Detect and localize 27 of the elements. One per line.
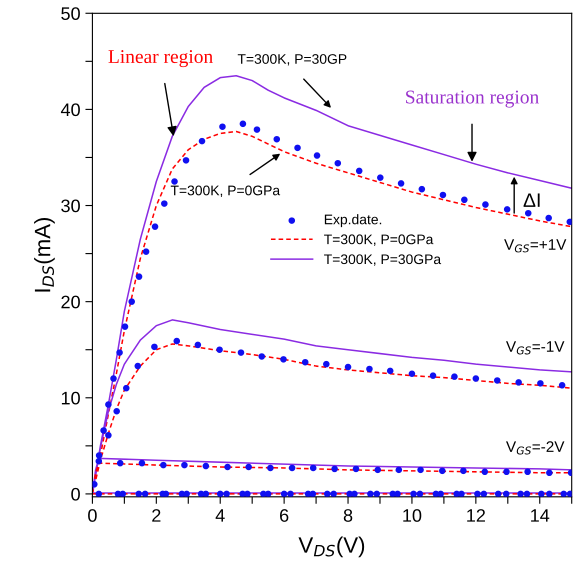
x-tick-label: 0 <box>88 509 97 522</box>
legend-label: T=300K, P=30GPa <box>324 254 442 266</box>
x-tick-label: 12 <box>467 509 485 522</box>
y-tick-label: 20 <box>61 296 80 308</box>
y-tick-label: 40 <box>60 103 80 116</box>
annotation: T=300K, P=0GPa <box>170 186 280 197</box>
y-tick-label: 30 <box>61 199 80 212</box>
legend-label: T=300K, P=0GPa <box>324 234 434 246</box>
y-tick-label: 10 <box>62 392 80 405</box>
x-tick-label: 14 <box>531 509 550 522</box>
x-axis-title: V$_{DS}$(V) <box>298 536 364 558</box>
x-tick-label: 8 <box>344 509 352 522</box>
x-tick-label: 2 <box>152 509 160 522</box>
y-tick-label: 50 <box>61 7 80 20</box>
x-tick-label: 4 <box>216 509 225 522</box>
y-tick-label: 0 <box>71 488 80 501</box>
legend-label: Exp.date. <box>324 214 382 228</box>
x-tick-label: 10 <box>403 509 422 522</box>
annotation: ΔI <box>524 193 540 207</box>
y-axis-title: I$_{DS}$(mA) <box>34 218 55 292</box>
annotation: Linear region <box>108 50 213 68</box>
annotation: V$_{GS}$=-1V <box>506 341 564 354</box>
annotation: Saturation region <box>406 90 539 108</box>
annotation: T=300K, P=30GP <box>238 54 346 66</box>
annotation: V$_{GS}$=+1V <box>504 239 566 252</box>
annotation: V$_{GS}$=-2V <box>506 441 564 455</box>
x-tick-label: 6 <box>280 509 288 522</box>
